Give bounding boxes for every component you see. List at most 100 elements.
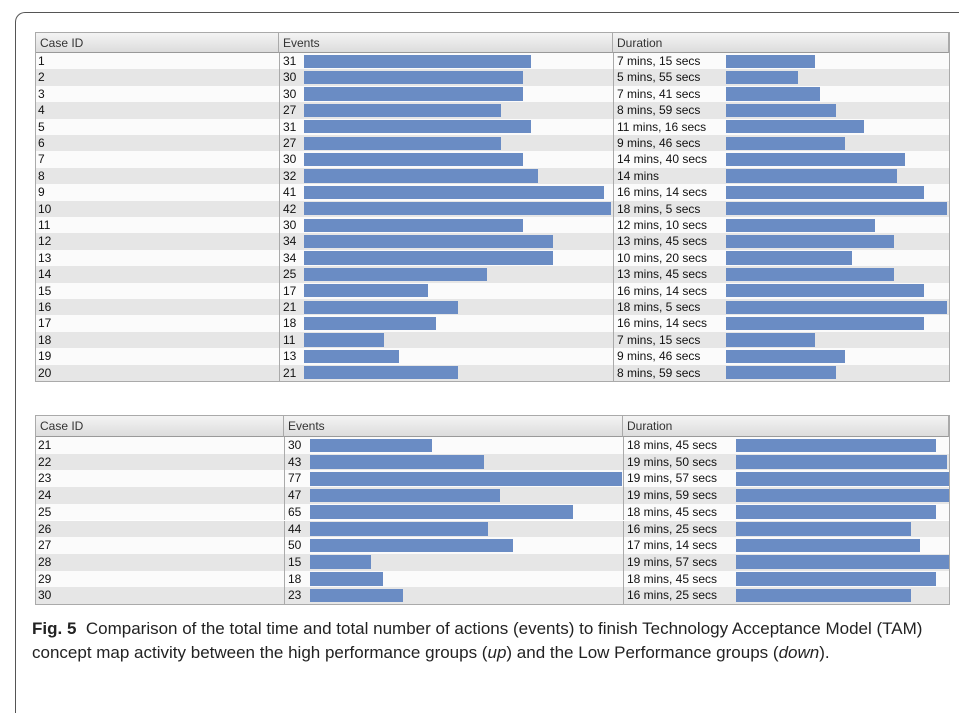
duration-bar (726, 218, 875, 232)
duration-bar (726, 366, 836, 380)
events-bar (304, 284, 429, 298)
table-row: 19 13 9 mins, 46 secs (36, 348, 949, 365)
caption-text: ). (819, 643, 830, 662)
cell-text: 12 (38, 234, 52, 249)
events-bar (304, 136, 502, 150)
cell-text: 34 (279, 249, 296, 267)
cell-text: 19 mins, 50 secs (623, 453, 717, 471)
column-header: Case ID (36, 33, 279, 53)
table-row: 11 30 12 mins, 10 secs (36, 217, 949, 234)
cell-text: 13 mins, 45 secs (613, 233, 707, 250)
cell-text: 3 (38, 86, 45, 101)
events-bar (310, 588, 404, 603)
cell-text: 30 (279, 85, 296, 103)
table-row: 13 34 10 mins, 20 secs (36, 249, 949, 267)
duration-bar (726, 202, 947, 216)
duration-bar (726, 333, 815, 347)
cell-text: 19 (38, 349, 52, 364)
cell-text: 2 (38, 70, 45, 85)
cell-text: 44 (284, 520, 301, 538)
cell-text: 8 (38, 168, 45, 183)
events-bar (304, 120, 531, 134)
events-bar (304, 234, 553, 249)
duration-bar (736, 522, 911, 536)
cell-text: 13 mins, 45 secs (613, 266, 707, 283)
table-row: 23 77 19 mins, 57 secs (36, 470, 949, 488)
events-bar (310, 555, 371, 570)
table-row: 18 11 7 mins, 15 secs (36, 331, 949, 349)
cell-text: 18 mins, 45 secs (623, 437, 717, 454)
table-row: 2 30 5 mins, 55 secs (36, 69, 949, 86)
caption: Fig. 5 Comparison of the total time and … (32, 617, 937, 665)
table-row: 7 30 14 mins, 40 secs (36, 151, 949, 168)
cell-text: 16 (38, 300, 52, 314)
cell-text: 11 (38, 218, 51, 232)
cell-text: 28 (38, 554, 52, 569)
duration-bar (726, 284, 925, 298)
events-bar (310, 538, 513, 553)
caption-italic: down (778, 643, 820, 662)
cell-text: 5 (38, 119, 45, 134)
cell-text: 16 mins, 25 secs (623, 520, 717, 538)
duration-bar (726, 70, 799, 85)
cell-text: 9 mins, 46 secs (613, 135, 700, 152)
cell-text: 16 mins, 14 secs (613, 184, 707, 201)
cell-text: 18 mins, 45 secs (623, 503, 717, 521)
cell-text: 18 mins, 5 secs (613, 200, 700, 217)
events-bar (310, 505, 574, 519)
cell-text: 65 (284, 503, 301, 521)
duration-bar (726, 136, 846, 150)
column-header: Duration (623, 416, 949, 437)
cell-text: 8 mins, 59 secs (613, 102, 700, 119)
page: Fig. 5 Comparison of the total time and … (15, 12, 959, 713)
cell-text: 1 (38, 54, 45, 68)
duration-bar (736, 455, 948, 469)
cell-text: 34 (279, 233, 296, 250)
table-row: 6 27 9 mins, 46 secs (36, 135, 949, 152)
cell-text: 23 (38, 471, 52, 486)
cell-text: 21 (38, 438, 52, 452)
events-bar (310, 522, 489, 536)
events-bar (304, 202, 611, 216)
cell-text: 20 (38, 365, 52, 380)
events-bar (310, 438, 432, 453)
events-bar (304, 251, 553, 265)
cell-text: 4 (38, 103, 45, 118)
cell-text: 14 mins (613, 167, 659, 185)
table-row: 12 34 13 mins, 45 secs (36, 233, 949, 250)
events-bar (304, 333, 385, 347)
cell-text: 21 (279, 364, 296, 381)
duration-bar (736, 471, 949, 486)
column-header: Events (279, 33, 613, 53)
cell-text: 8 mins, 59 secs (613, 364, 700, 381)
events-bar (304, 103, 502, 118)
table-row: 8 32 14 mins (36, 167, 949, 185)
cell-text: 27 (279, 135, 296, 152)
duration-bar (726, 300, 947, 314)
cell-text: 16 mins, 14 secs (613, 282, 707, 299)
table: Case ID Events Duration 1 31 7 mins, 15 secs 2… (35, 32, 950, 382)
cell-text: 17 (38, 316, 52, 331)
events-bar (310, 471, 622, 486)
events-bar (304, 54, 531, 68)
table: Case ID Events Duration 21 30 18 mins, 45 sec… (35, 415, 950, 605)
cell-text: 18 (284, 570, 301, 588)
cell-text: 9 (38, 185, 45, 200)
cell-text: 6 (38, 136, 45, 150)
table-row: 3 30 7 mins, 41 secs (36, 85, 949, 103)
duration-bar (726, 267, 895, 282)
table-row: 9 41 16 mins, 14 secs (36, 184, 949, 201)
events-bar (304, 349, 400, 364)
cell-text: 25 (38, 504, 52, 519)
table-row: 28 15 19 mins, 57 secs (36, 553, 949, 571)
cell-text: 7 mins, 15 secs (613, 53, 700, 70)
cell-text: 14 mins, 40 secs (613, 151, 707, 168)
cell-text: 18 (38, 332, 52, 347)
events-bar (304, 169, 538, 183)
table-row: 27 50 17 mins, 14 secs (36, 537, 949, 554)
cell-text: 30 (38, 588, 52, 603)
duration-bar (726, 349, 846, 364)
duration-bar (736, 538, 920, 553)
table-row: 24 47 19 mins, 59 secs (36, 487, 949, 504)
cell-text: 27 (38, 538, 52, 553)
